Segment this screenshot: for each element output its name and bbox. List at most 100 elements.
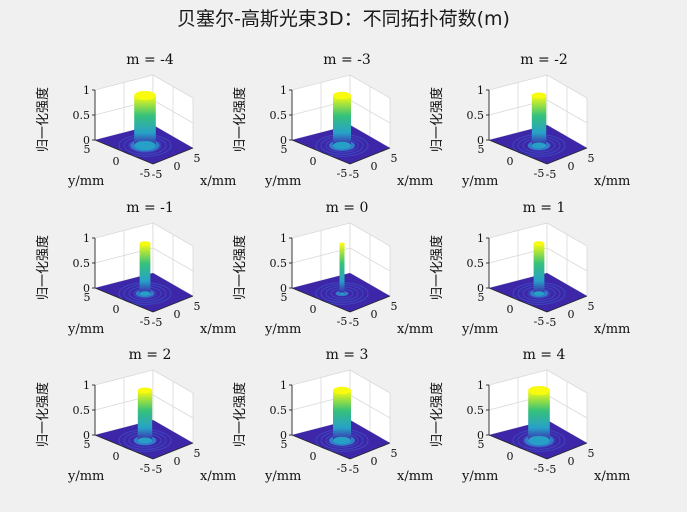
x-tick-label: -5	[546, 168, 557, 181]
core-bottom	[533, 291, 545, 296]
x-tick-label: 5	[391, 447, 398, 460]
x-tick-label: -5	[152, 168, 163, 181]
core-column	[137, 390, 153, 441]
core-bottom	[139, 291, 151, 296]
core-column	[339, 243, 345, 294]
y-axis-label: y/mm	[265, 469, 302, 484]
subplot-panel: m = -4 归一化强度 y/mm x/mm 0 0.5 1 5 0 -5 -5 0 5	[36, 52, 250, 200]
y-tick-label: 0	[310, 450, 317, 463]
y-tick-label: -5	[337, 167, 348, 180]
z-axis-label: 归一化强度	[36, 381, 51, 447]
core-bottom	[137, 437, 153, 444]
subplot-title: m = -1	[126, 200, 174, 216]
z-tick-label: 0.5	[467, 257, 485, 270]
figure-title: 贝塞尔-高斯光束3D：不同拓扑荷数(m)	[177, 8, 510, 30]
core-column	[528, 390, 550, 441]
core-top	[333, 91, 351, 100]
z-tick-label: 1	[83, 232, 90, 245]
subplot-panel: m = 1 归一化强度 y/mm x/mm 0 0.5 1 5 0 -5 -5 0 5	[430, 200, 644, 348]
x-tick-label: 0	[568, 308, 575, 321]
y-axis-line	[488, 434, 548, 460]
y-axis-line	[291, 287, 351, 313]
x-axis-line	[349, 295, 391, 313]
y-axis-line	[488, 139, 548, 165]
z-axis-label: 归一化强度	[233, 381, 248, 447]
subplot-panel: m = -2 归一化强度 y/mm x/mm 0 0.5 1 5 0 -5 -5 0 5	[430, 52, 644, 200]
z-axis-label: 归一化强度	[36, 86, 51, 152]
z-tick-label: 0.5	[467, 404, 485, 417]
y-axis-label: y/mm	[462, 174, 499, 189]
y-tick-label: 5	[84, 143, 91, 156]
y-tick-label: 5	[478, 143, 485, 156]
z-tick-label: 0.5	[73, 404, 91, 417]
z-tick-label: 0	[280, 282, 287, 295]
x-tick-label: 0	[371, 455, 378, 468]
z-tick-label: 1	[280, 379, 287, 392]
core-bottom	[333, 141, 351, 150]
x-tick-label: 5	[588, 447, 595, 460]
x-tick-label: 5	[194, 300, 201, 313]
x-tick-label: 5	[391, 300, 398, 313]
x-tick-label: 0	[174, 308, 181, 321]
x-tick-label: 0	[568, 455, 575, 468]
x-axis-label: x/mm	[594, 469, 631, 484]
y-tick-label: 0	[507, 155, 514, 168]
z-tick-label: 1	[83, 379, 90, 392]
core-top	[533, 241, 545, 246]
x-axis-label: x/mm	[397, 469, 434, 484]
z-tick-label: 0	[280, 429, 287, 442]
y-axis-label: y/mm	[68, 469, 105, 484]
core-top	[137, 387, 153, 394]
x-tick-label: 5	[391, 152, 398, 165]
subplot-panel: m = 4 归一化强度 y/mm x/mm 0 0.5 1 5 0 -5 -5 0 5	[430, 347, 644, 495]
z-tick-label: 1	[280, 232, 287, 245]
x-axis-label: x/mm	[594, 322, 631, 337]
y-tick-label: 0	[113, 303, 120, 316]
x-tick-label: 5	[588, 152, 595, 165]
y-axis-line	[291, 139, 351, 165]
z-tick-label: 0.5	[73, 257, 91, 270]
core-bottom	[531, 142, 547, 149]
y-axis-line	[291, 434, 351, 460]
x-axis-line	[546, 295, 588, 313]
x-tick-label: 5	[194, 447, 201, 460]
z-axis-label: 归一化强度	[233, 234, 248, 300]
core-column	[139, 243, 151, 294]
z-axis-label: 归一化强度	[430, 86, 445, 152]
x-axis-line	[152, 295, 194, 313]
x-tick-label: -5	[152, 316, 163, 329]
z-tick-label: 0.5	[270, 257, 288, 270]
x-tick-label: -5	[349, 463, 360, 476]
subplot-panel: m = 3 归一化强度 y/mm x/mm 0 0.5 1 5 0 -5 -5 0 5	[233, 347, 447, 495]
y-tick-label: -5	[140, 462, 151, 475]
x-axis-line	[152, 147, 194, 165]
core-bottom	[528, 435, 550, 446]
y-tick-label: 5	[84, 438, 91, 451]
z-tick-label: 0.5	[467, 109, 485, 122]
x-axis-label: x/mm	[200, 469, 237, 484]
x-tick-label: -5	[546, 316, 557, 329]
x-tick-label: 5	[588, 300, 595, 313]
subplot-panel: m = -3 归一化强度 y/mm x/mm 0 0.5 1 5 0 -5 -5 0 5	[233, 52, 447, 200]
x-axis-line	[152, 442, 194, 460]
z-tick-label: 0	[280, 134, 287, 147]
y-tick-label: 5	[478, 291, 485, 304]
core-top	[333, 386, 351, 395]
core-bottom	[333, 436, 351, 445]
y-tick-label: 0	[507, 303, 514, 316]
z-tick-label: 0.5	[270, 404, 288, 417]
y-tick-label: 0	[113, 450, 120, 463]
core-column	[531, 95, 547, 146]
x-axis-line	[349, 442, 391, 460]
y-tick-label: 5	[281, 143, 288, 156]
subplot-panel: m = 2 归一化强度 y/mm x/mm 0 0.5 1 5 0 -5 -5 0 5	[36, 347, 250, 495]
x-axis-label: x/mm	[594, 174, 631, 189]
y-tick-label: 5	[478, 438, 485, 451]
y-axis-line	[94, 139, 154, 165]
x-tick-label: 0	[371, 308, 378, 321]
